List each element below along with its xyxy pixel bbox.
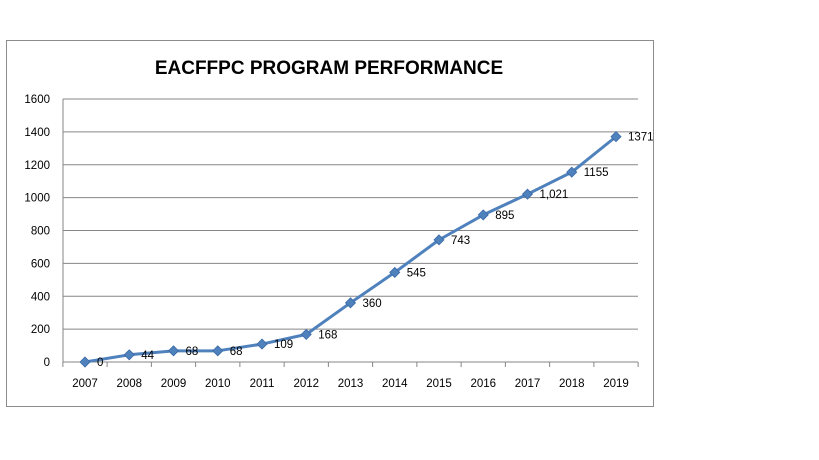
data-label: 545 (407, 267, 426, 279)
chart-frame (6, 40, 654, 407)
data-label: 360 (363, 298, 382, 310)
x-tick-label: 2017 (515, 378, 541, 390)
data-label: 1155 (584, 167, 609, 179)
y-tick-label: 1000 (24, 193, 50, 205)
series-line (84, 135, 617, 364)
x-tick-label: 2012 (293, 378, 319, 390)
y-tick-label: 1400 (24, 127, 50, 139)
data-point-marker (477, 209, 489, 221)
data-point-marker (300, 328, 312, 340)
data-label: 1371 (628, 132, 654, 144)
x-tick-label: 2010 (205, 378, 231, 390)
data-point-marker (610, 131, 622, 143)
data-point-marker (433, 234, 445, 246)
y-tick-label: 1600 (24, 94, 50, 106)
data-point-marker (79, 356, 91, 368)
data-label: 68 (230, 346, 243, 358)
data-label: 743 (451, 235, 470, 247)
y-tick-label: 1200 (24, 160, 50, 172)
data-label: 168 (318, 329, 337, 341)
data-label: 895 (495, 210, 514, 222)
data-label: 68 (186, 346, 199, 358)
x-tick-label: 2019 (603, 378, 629, 390)
data-label: 1,021 (540, 189, 569, 201)
data-point-marker (212, 345, 224, 357)
data-labels: 0 44 68 68 109 168 360 545 743 895 1,021 1155 1371 (97, 132, 654, 369)
data-label: 0 (97, 357, 103, 369)
y-tick-label: 200 (31, 324, 50, 336)
data-point-marker (521, 188, 534, 200)
y-tick-label: 800 (31, 226, 50, 238)
y-tick-label: 400 (31, 291, 50, 303)
x-tick-label: 2007 (72, 378, 98, 390)
series-line-path (84, 135, 617, 364)
x-tick-label: 2011 (250, 378, 275, 390)
series-markers (79, 131, 622, 368)
x-tick-label: 2018 (559, 378, 585, 390)
data-label: 44 (141, 350, 154, 362)
data-label: 109 (274, 339, 293, 351)
chart-title: EACFFPC PROGRAM PERFORMANCE (155, 58, 503, 79)
x-axis-ticks: 2007 2008 2009 2010 2011 2012 2013 2014 2015 2016… (62, 362, 639, 390)
y-tick-label: 0 (44, 357, 50, 369)
x-tick-label: 2013 (338, 378, 364, 390)
data-point-marker (344, 297, 357, 309)
x-tick-label: 2015 (426, 378, 452, 390)
gridlines (62, 98, 638, 363)
data-point-marker (389, 266, 401, 278)
x-tick-label: 2016 (470, 378, 496, 390)
y-axis-ticks: 0 200 400 600 800 1000 1200 1400 1600 (24, 94, 50, 369)
x-tick-label: 2014 (382, 378, 408, 390)
data-point-marker (256, 338, 268, 350)
y-tick-label: 600 (31, 258, 50, 270)
x-tick-label: 2009 (161, 378, 187, 390)
data-point-marker (167, 345, 180, 357)
data-point-marker (123, 349, 135, 361)
data-point-marker (566, 166, 578, 178)
x-tick-label: 2008 (116, 378, 142, 390)
